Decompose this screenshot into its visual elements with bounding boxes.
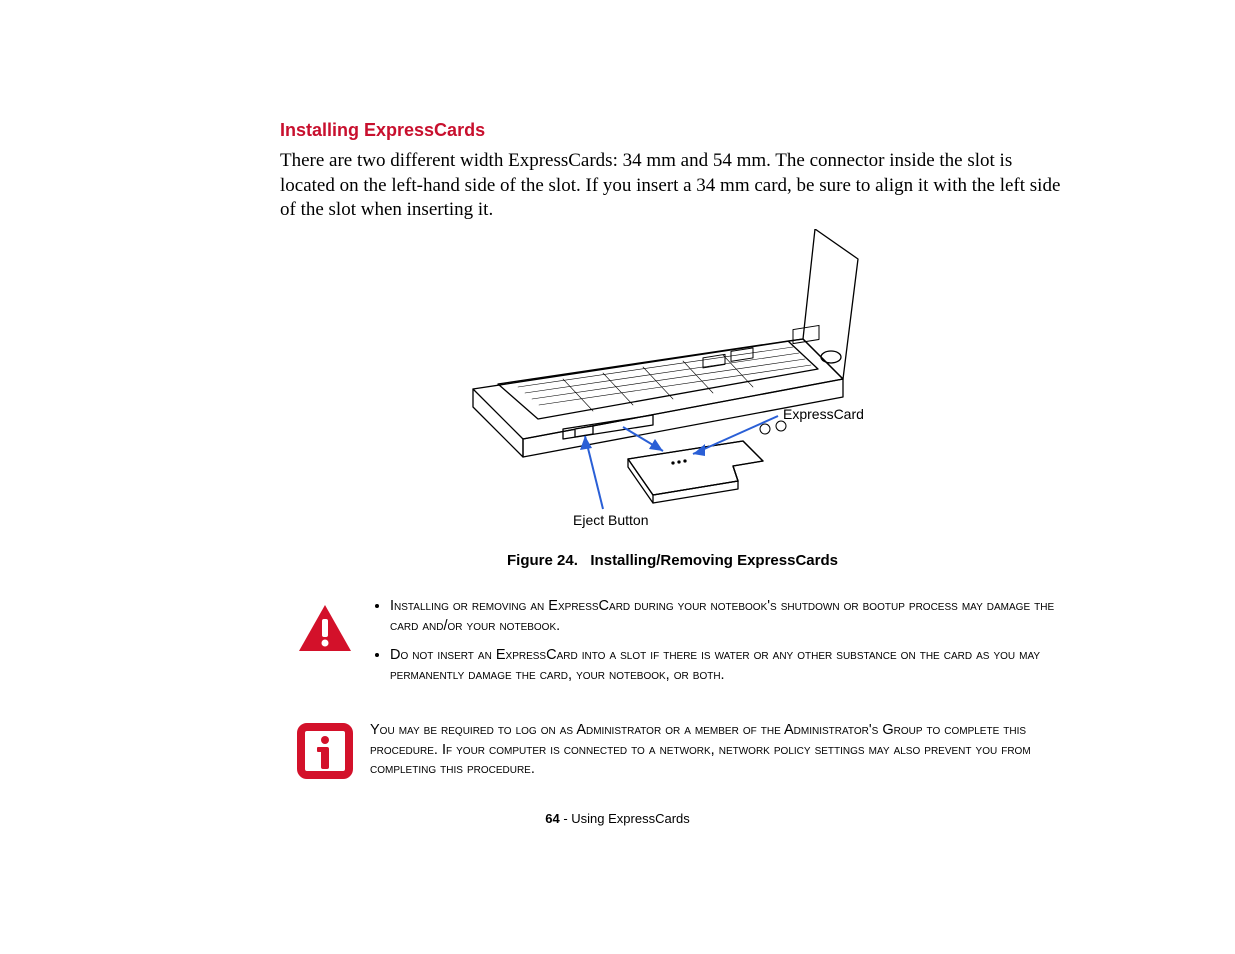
intro-paragraph: There are two different width ExpressCar… <box>280 149 1065 223</box>
figure-number: Figure 24. <box>507 552 578 569</box>
figure-container: ExpressCard Eject Button <box>280 229 1065 534</box>
info-callout: You may be required to log on as Adminis… <box>280 717 1065 780</box>
footer-section: Using ExpressCards <box>571 811 690 826</box>
warning-text: Installing or removing an ExpressCard du… <box>370 597 1065 695</box>
info-text: You may be required to log on as Adminis… <box>370 717 1065 780</box>
figure-title: Installing/Removing ExpressCards <box>590 552 838 569</box>
footer-separator: - <box>560 811 572 826</box>
warning-callout: Installing or removing an ExpressCard du… <box>280 597 1065 695</box>
warning-bullet-2: Do not insert an ExpressCard into a slot… <box>390 646 1065 685</box>
label-eject-button: Eject Button <box>573 512 649 528</box>
laptop-expresscard-diagram: ExpressCard Eject Button <box>443 229 903 529</box>
info-icon <box>280 717 370 779</box>
figure-caption: Figure 24. Installing/Removing ExpressCa… <box>280 552 1065 569</box>
page-footer: 64 - Using ExpressCards <box>0 811 1235 826</box>
warning-bullet-1: Installing or removing an ExpressCard du… <box>390 597 1065 636</box>
page-number: 64 <box>545 811 559 826</box>
warning-icon <box>280 597 370 653</box>
label-expresscard: ExpressCard <box>783 406 864 422</box>
section-heading: Installing ExpressCards <box>280 120 1065 141</box>
callout-expresscard <box>623 416 778 456</box>
document-page: Installing ExpressCards There are two di… <box>0 0 1235 954</box>
callout-eject-button <box>580 436 603 509</box>
